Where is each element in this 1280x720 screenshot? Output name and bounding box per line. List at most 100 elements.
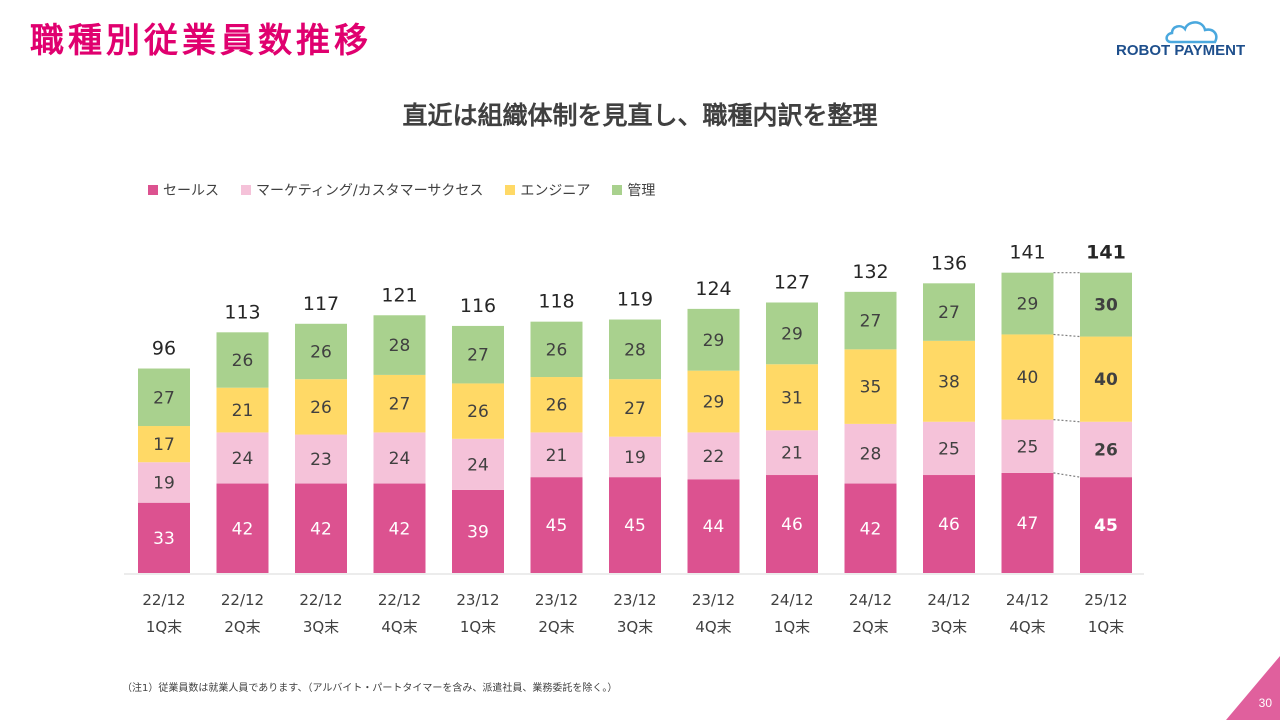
data-label: 24 xyxy=(467,455,489,475)
bar-segment xyxy=(138,368,190,427)
x-tick-label: 1Q末 xyxy=(1088,618,1124,636)
total-label: 121 xyxy=(381,284,417,306)
x-tick-label: 22/12 xyxy=(142,591,185,609)
bar-segment xyxy=(844,423,897,484)
bar-segment xyxy=(216,483,269,573)
total-label: 136 xyxy=(931,252,967,274)
x-tick-label: 22/12 xyxy=(299,591,342,609)
legend-swatch xyxy=(241,185,251,195)
bar-segment xyxy=(373,483,426,573)
connector-line xyxy=(1053,419,1081,423)
bar-segment xyxy=(687,479,740,573)
bar-segment xyxy=(295,323,347,380)
data-label: 33 xyxy=(153,529,175,549)
bar-segment xyxy=(1001,419,1054,473)
x-tick-label: 4Q末 xyxy=(1009,618,1045,636)
data-label: 27 xyxy=(153,388,175,408)
data-label: 26 xyxy=(546,340,568,360)
page-title: 職種別従業員数推移 xyxy=(30,21,372,61)
legend-label: 管理 xyxy=(627,183,656,199)
x-tick-label: 23/12 xyxy=(692,591,735,609)
data-label: 45 xyxy=(1094,516,1118,536)
bar-segment xyxy=(452,438,504,490)
robot-payment-logo: ROBOT PAYMENT xyxy=(1108,18,1258,64)
bar-segment xyxy=(216,332,269,388)
legend-item: エンジニア xyxy=(505,180,590,200)
total-label: 113 xyxy=(224,301,260,323)
legend-swatch xyxy=(505,185,516,195)
data-label: 21 xyxy=(781,444,803,464)
bar-segment xyxy=(844,483,897,573)
data-label: 22 xyxy=(703,447,725,467)
x-tick-label: 23/12 xyxy=(456,591,499,609)
bar-segment xyxy=(373,374,426,433)
data-label: 42 xyxy=(860,519,882,539)
data-label: 27 xyxy=(624,399,646,419)
x-tick-label: 3Q末 xyxy=(617,618,653,636)
stacked-bar-chart: 33 19 17 27 96 22/12 1Q末 42 24 21 26 113 22/12 2Q末 42 2… xyxy=(124,242,1144,636)
bar-segment xyxy=(1001,334,1054,420)
bar-segment xyxy=(138,502,190,573)
legend-swatch xyxy=(612,185,623,195)
bar-segment xyxy=(138,462,190,503)
bar-segment xyxy=(530,477,583,573)
data-label: 44 xyxy=(703,517,725,537)
bar-segment xyxy=(609,477,661,573)
data-label: 19 xyxy=(153,473,175,493)
x-tick-label: 23/12 xyxy=(613,591,656,609)
data-label: 35 xyxy=(860,378,882,398)
chart-legend: セールス マーケティング/カスタマーサクセス エンジニア 管理 xyxy=(148,180,677,200)
data-label: 19 xyxy=(624,448,646,468)
x-tick-label: 24/12 xyxy=(849,591,892,609)
x-tick-label: 3Q末 xyxy=(931,618,967,636)
total-label: 116 xyxy=(460,295,496,317)
logo-text: ROBOT PAYMENT xyxy=(1116,42,1246,59)
x-tick-label: 24/12 xyxy=(770,591,813,609)
x-tick-label: 1Q末 xyxy=(460,618,496,636)
bar-segment xyxy=(373,315,426,375)
x-tick-label: 24/12 xyxy=(927,591,970,609)
data-label: 29 xyxy=(781,324,803,344)
bar-segment xyxy=(1001,472,1054,573)
data-label: 24 xyxy=(389,449,411,469)
bar-segment xyxy=(844,349,897,424)
total-label: 141 xyxy=(1009,242,1045,264)
data-label: 30 xyxy=(1094,296,1118,316)
data-label: 28 xyxy=(624,340,646,360)
data-label: 27 xyxy=(860,312,882,332)
x-tick-label: 1Q末 xyxy=(146,618,182,636)
bar-segment xyxy=(609,319,661,380)
data-label: 46 xyxy=(938,515,960,535)
total-label: 96 xyxy=(152,338,176,360)
bar-segment xyxy=(687,370,740,433)
bar-segment xyxy=(216,432,269,484)
legend-item: マーケティング/カスタマーサクセス xyxy=(241,180,483,200)
data-label: 38 xyxy=(938,372,960,392)
x-tick-label: 23/12 xyxy=(535,591,578,609)
connector-line xyxy=(1053,472,1081,478)
bar-segment xyxy=(138,426,190,463)
bar-segment xyxy=(687,432,740,480)
x-tick-label: 2Q末 xyxy=(224,618,260,636)
data-label: 21 xyxy=(232,401,254,421)
bar-segment xyxy=(530,321,583,378)
bar-segment xyxy=(452,325,504,384)
bar-segment xyxy=(1080,477,1132,573)
total-label: 117 xyxy=(303,293,339,315)
x-tick-label: 4Q末 xyxy=(695,618,731,636)
total-label: 119 xyxy=(617,289,653,311)
bar-segment xyxy=(295,379,347,435)
x-tick-label: 22/12 xyxy=(378,591,421,609)
bar-segment xyxy=(295,434,347,484)
data-label: 25 xyxy=(1017,437,1039,457)
bar-segment xyxy=(530,432,583,478)
x-tick-label: 22/12 xyxy=(221,591,264,609)
x-tick-label: 2Q末 xyxy=(538,618,574,636)
total-label: 124 xyxy=(695,278,731,300)
data-label: 26 xyxy=(546,396,568,416)
bar-segment xyxy=(687,308,740,371)
x-tick-label: 25/12 xyxy=(1084,591,1127,609)
data-label: 26 xyxy=(310,342,332,362)
data-label: 42 xyxy=(310,519,332,539)
data-label: 25 xyxy=(938,439,960,459)
